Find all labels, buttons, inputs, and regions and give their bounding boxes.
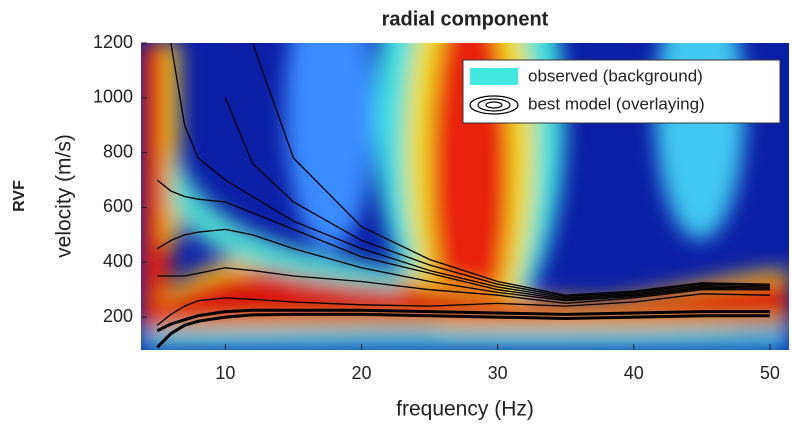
- x-tick-label: 40: [624, 363, 644, 383]
- y-tick-label: 400: [103, 251, 133, 271]
- contour-lines: [156, 43, 770, 349]
- model-curve: [156, 312, 770, 349]
- legend: observed (background) best model (overla…: [462, 59, 781, 124]
- side-label: RVF: [11, 180, 28, 212]
- model-curve: [157, 267, 770, 305]
- model-curve: [251, 43, 770, 296]
- legend-label: observed (background): [528, 66, 703, 85]
- legend-contour-icon: [469, 95, 519, 115]
- x-axis-label: frequency (Hz): [396, 398, 534, 421]
- y-tick-label: 600: [103, 196, 133, 216]
- chart-title: radial component: [382, 8, 549, 30]
- y-tick-label: 800: [103, 141, 133, 161]
- y-tick-label: 1000: [93, 87, 133, 107]
- x-tick-label: 50: [760, 363, 780, 383]
- y-tick-label: 1200: [93, 32, 133, 52]
- x-tick-label: 30: [488, 363, 508, 383]
- x-tick-label: 20: [352, 363, 372, 383]
- model-curve: [156, 293, 770, 326]
- model-curve: [156, 308, 770, 333]
- heatmap-background: [141, 43, 789, 350]
- legend-swatch: [470, 68, 518, 85]
- model-curve: [170, 43, 770, 299]
- axes: 10 20 30 40 50 200 400 600 800 1000 1200: [93, 32, 780, 383]
- y-tick-label: 200: [103, 306, 133, 326]
- x-tick-label: 10: [215, 363, 235, 383]
- y-axis-label: velocity (m/s): [53, 134, 76, 258]
- model-curve: [156, 179, 770, 300]
- model-curve: [156, 228, 770, 302]
- model-curve: [224, 97, 770, 298]
- legend-label: best model (overlaying): [528, 94, 705, 113]
